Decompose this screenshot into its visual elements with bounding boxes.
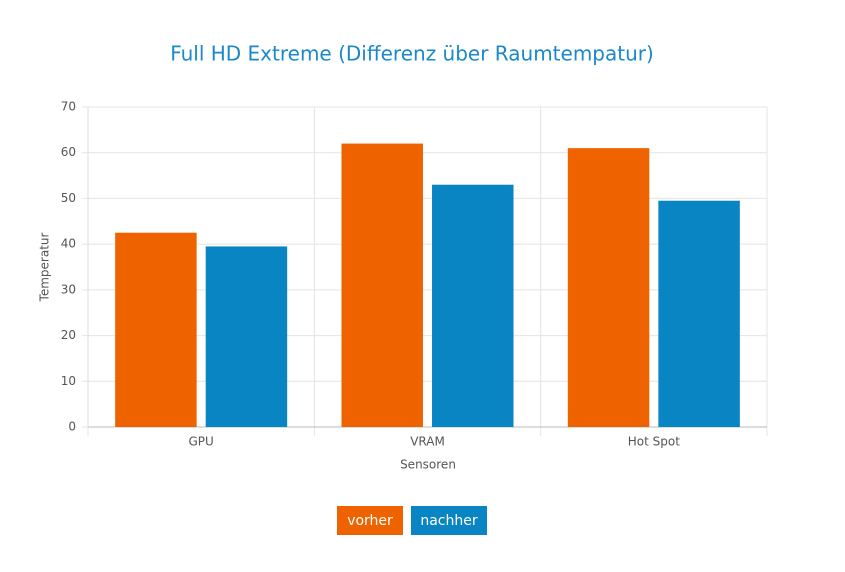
- y-axis-title: Temperatur: [38, 232, 52, 302]
- legend-swatch[interactable]: [411, 506, 487, 535]
- bar: [115, 232, 197, 427]
- legend-label[interactable]: vorher: [347, 513, 393, 529]
- legend-swatch[interactable]: [337, 506, 403, 535]
- y-tick-label: 30: [61, 282, 76, 296]
- y-tick-label: 0: [68, 420, 76, 434]
- y-tick-label: 40: [61, 237, 76, 251]
- y-tick-label: 10: [61, 374, 76, 388]
- x-tick-label: Hot Spot: [628, 435, 680, 449]
- chart-title: Full HD Extreme (Differenz über Raumtemp…: [170, 42, 654, 66]
- bar: [341, 143, 423, 428]
- bar: [658, 200, 740, 427]
- bar: [432, 184, 514, 427]
- y-tick-label: 60: [61, 145, 76, 159]
- y-tick-label: 20: [61, 328, 76, 342]
- y-tick-label: 70: [61, 100, 76, 114]
- x-axis-title: Sensoren: [400, 458, 456, 472]
- y-tick-label: 50: [61, 191, 76, 205]
- x-tick-label: VRAM: [410, 435, 445, 449]
- bar: [205, 246, 288, 427]
- x-tick-label: GPU: [189, 435, 214, 449]
- legend-label[interactable]: nachher: [420, 513, 478, 529]
- bar: [567, 148, 650, 427]
